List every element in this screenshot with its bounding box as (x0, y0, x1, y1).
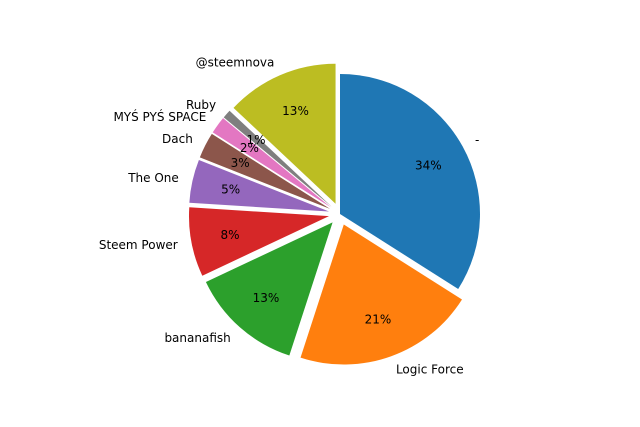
pie-slice-ruby (223, 110, 332, 207)
pie-percent-label: 8% (220, 228, 239, 242)
pie-category-label: bananafish (164, 331, 230, 345)
pie-slice-dach (199, 133, 331, 209)
pie-percent-label: 13% (253, 291, 280, 305)
pie-category-label: Logic Force (396, 362, 464, 376)
pie-percent-label: 3% (231, 156, 250, 170)
pie-slice-the-one (189, 160, 330, 212)
pie-slice-steem-power (188, 207, 329, 276)
pie-percent-label: 2% (240, 141, 259, 155)
pie-percent-label: 13% (282, 104, 309, 118)
pie-percent-label: 5% (221, 183, 240, 197)
pie-percent-label: 21% (365, 312, 392, 326)
pie-category-label: Ruby (186, 98, 216, 112)
pie-category-label: MYŚ PYŚ SPACE (113, 109, 206, 124)
pie-slice-steemnova (233, 63, 336, 204)
pie-category-label: @steemnova (196, 55, 275, 69)
pie-slice-dash (340, 74, 480, 290)
pie-category-label: Dach (162, 132, 193, 146)
pie-category-label: Steem Power (99, 238, 178, 252)
pie-category-label: - (475, 133, 479, 147)
pie-slice-my-py-space (212, 118, 331, 208)
pie-slice-logic-force (300, 224, 462, 365)
pie-category-label: The One (127, 171, 179, 185)
pie-slice-bananafish (205, 222, 333, 356)
pie-percent-label: 34% (415, 158, 442, 172)
pie-percent-label: 1% (246, 133, 265, 147)
